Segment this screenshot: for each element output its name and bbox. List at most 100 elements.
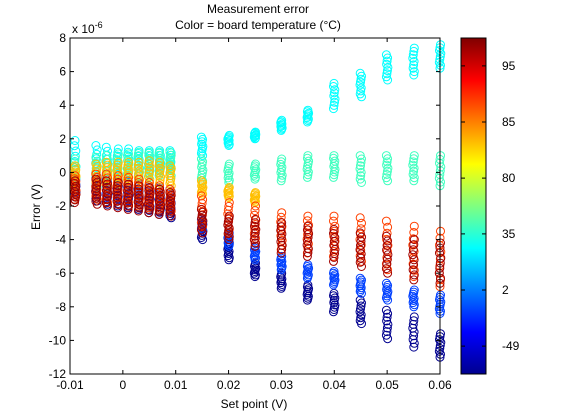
data-point — [409, 235, 419, 245]
data-point — [198, 178, 208, 187]
data-point — [250, 218, 260, 228]
data-point — [165, 199, 175, 209]
data-point — [91, 141, 101, 150]
data-point — [144, 195, 154, 205]
data-point — [155, 166, 165, 176]
data-point — [155, 157, 165, 167]
data-point — [409, 240, 419, 250]
x-axis: -0.01 0 0.01 0.02 0.03 0.04 0.05 0.06 — [56, 38, 452, 392]
data-point — [249, 235, 259, 245]
data-point — [383, 265, 393, 275]
data-point — [409, 166, 419, 176]
data-point — [124, 157, 134, 167]
data-point — [329, 211, 339, 221]
data-point — [70, 154, 80, 164]
data-point — [166, 193, 176, 203]
data-point — [303, 221, 313, 231]
data-point — [112, 184, 122, 194]
data-point — [144, 159, 154, 169]
y-axis: -12 -10 -8 -6 -4 -2 0 2 4 6 8 — [49, 31, 440, 381]
data-point — [91, 187, 101, 197]
data-point — [383, 280, 393, 290]
data-point — [382, 316, 392, 326]
data-point — [409, 316, 419, 326]
data-point — [382, 312, 392, 322]
data-point — [330, 221, 340, 231]
data-point — [250, 221, 259, 231]
data-point — [434, 346, 444, 356]
data-point — [408, 265, 418, 275]
data-point — [134, 151, 143, 161]
data-point — [382, 166, 392, 176]
data-point — [196, 176, 206, 186]
data-point — [224, 168, 234, 178]
data-point — [101, 157, 111, 167]
data-point — [223, 220, 233, 230]
data-point — [250, 206, 260, 216]
data-point — [198, 134, 208, 144]
data-point — [408, 53, 418, 63]
data-point — [250, 231, 260, 241]
data-point — [355, 89, 365, 99]
data-point — [436, 253, 446, 263]
x-tick-label: 0.02 — [217, 378, 241, 392]
data-point — [197, 210, 207, 220]
data-point — [144, 171, 153, 181]
data-point — [382, 234, 392, 244]
data-point — [434, 57, 444, 67]
x-tick-label: 0.01 — [164, 378, 188, 392]
data-point — [409, 43, 419, 53]
data-point — [101, 176, 111, 186]
data-point — [224, 226, 234, 236]
data-point — [383, 250, 393, 260]
data-point — [251, 270, 260, 280]
data-point — [436, 247, 446, 257]
colorbar-tick-label: 35 — [502, 227, 516, 241]
data-point — [224, 183, 234, 192]
y-tick-label: -8 — [55, 300, 66, 314]
data-point — [330, 293, 340, 303]
y-tick-label: -10 — [49, 333, 67, 347]
data-point — [329, 229, 338, 238]
x-tick-label: 0.06 — [428, 378, 452, 392]
data-point — [112, 156, 122, 166]
data-point — [250, 241, 260, 251]
data-point — [355, 228, 365, 238]
data-point — [408, 170, 418, 179]
data-point — [409, 260, 419, 270]
data-point — [277, 251, 287, 261]
data-point — [71, 165, 81, 175]
data-point — [356, 171, 366, 181]
y-exponent-label: x 10-6 — [72, 20, 103, 36]
data-point — [329, 104, 338, 114]
data-point — [409, 60, 419, 70]
data-point — [198, 183, 208, 192]
y-tick-label: -6 — [55, 266, 66, 280]
data-point — [355, 164, 365, 174]
data-point — [70, 176, 80, 186]
data-point — [277, 115, 287, 125]
data-point — [381, 231, 391, 241]
data-point — [123, 204, 133, 214]
data-point — [154, 209, 164, 219]
data-point — [355, 68, 365, 78]
data-point — [165, 184, 175, 194]
data-point — [276, 212, 286, 222]
data-point — [165, 208, 175, 218]
data-point — [277, 218, 287, 228]
data-point — [123, 192, 133, 202]
data-point — [144, 198, 153, 208]
data-point — [223, 217, 233, 227]
data-point — [355, 245, 365, 255]
data-point — [224, 175, 234, 185]
data-point — [303, 151, 313, 161]
data-point — [409, 154, 419, 164]
data-point — [382, 69, 392, 79]
data-point — [251, 253, 260, 263]
data-point — [134, 181, 144, 191]
data-point — [144, 156, 154, 166]
data-point — [155, 203, 165, 213]
data-point — [409, 176, 419, 186]
data-point — [408, 250, 418, 260]
data-point — [381, 305, 391, 315]
